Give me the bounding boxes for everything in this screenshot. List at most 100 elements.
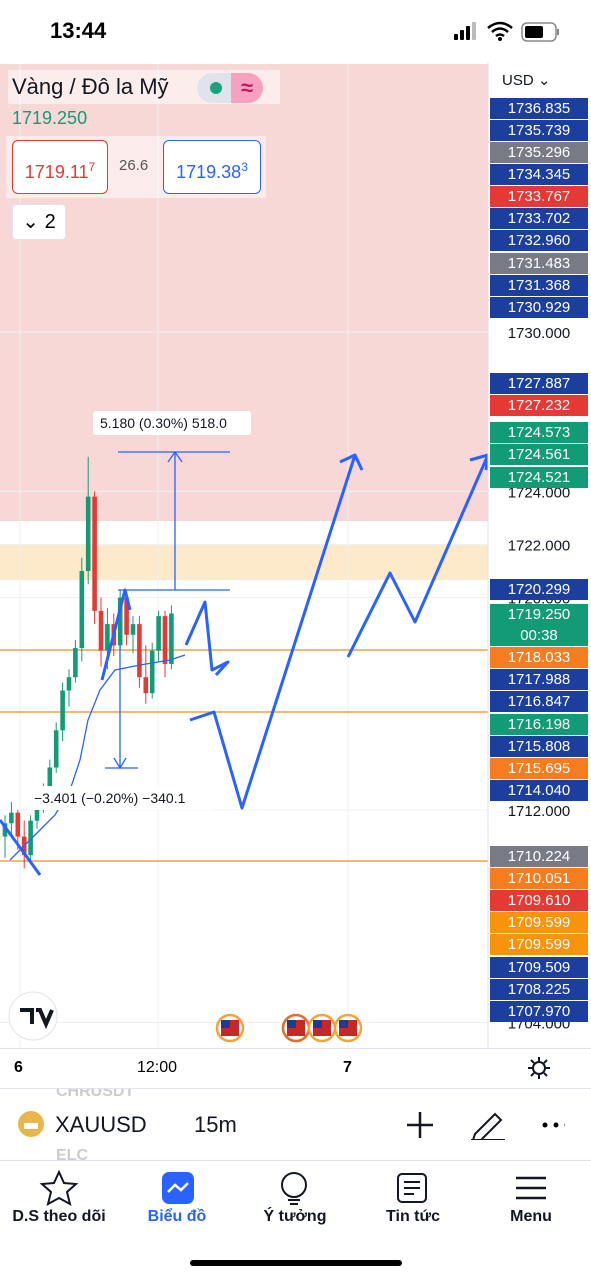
candle-body xyxy=(130,624,136,635)
collapse-button[interactable]: ⌄ 2 xyxy=(12,204,66,240)
nav-item[interactable]: Biểu đồ xyxy=(147,1208,207,1225)
time-axis xyxy=(0,1048,591,1089)
y-tick-label: 1712.000 xyxy=(508,803,571,820)
candle-body xyxy=(34,799,40,821)
event-icons[interactable] xyxy=(215,1013,363,1043)
faded-symbol: CHRUSDT xyxy=(56,1088,135,1100)
candle-body xyxy=(98,610,104,651)
candle-body xyxy=(28,820,33,856)
last-price: 1719.250 xyxy=(12,108,88,128)
price-marker: 1709.610 xyxy=(490,890,588,911)
price-marker: 1733.767 xyxy=(490,186,588,207)
status-icons xyxy=(454,21,559,42)
price-marker: 1710.224 xyxy=(490,846,588,867)
y-tick-label: 1724.000 xyxy=(508,484,571,501)
price-marker: 1727.887 xyxy=(490,373,588,394)
measure-label: −3.401 (−0.20%) −340.1 xyxy=(34,790,186,806)
ask-button[interactable]: 1719.383 xyxy=(163,140,261,194)
candle-body xyxy=(60,690,65,731)
toolbar: CHRUSDT ELC xyxy=(0,1088,591,1161)
faded-symbol: ELC xyxy=(56,1147,88,1161)
price-marker: 1714.040 xyxy=(490,780,588,801)
price-marker: 1727.232 xyxy=(490,395,588,416)
candle-body xyxy=(79,571,85,649)
interval[interactable]: 15m xyxy=(194,1112,237,1137)
toolbar-actions[interactable] xyxy=(405,1110,565,1140)
price-marker: 1730.929 xyxy=(490,297,588,318)
nav-item[interactable]: Ý tưởng xyxy=(263,1208,327,1225)
price-marker: 1709.599 xyxy=(490,934,588,955)
status-time: 13:44 xyxy=(50,18,107,43)
candle-body xyxy=(169,613,174,664)
price-marker: 1724.521 xyxy=(490,467,588,488)
price-marker: 1718.033 xyxy=(490,647,588,668)
candle-body xyxy=(117,597,123,646)
price-marker: 1736.835 xyxy=(490,98,588,119)
bid-button[interactable]: 1719.117 xyxy=(12,140,108,194)
nav-icons xyxy=(39,1169,546,1206)
collapsed-count: 2 xyxy=(44,211,56,233)
price-marker: 1733.702 xyxy=(490,208,588,229)
candle-body xyxy=(47,767,53,789)
price-marker: 1734.345 xyxy=(490,164,588,185)
price-marker: 1720.299 xyxy=(490,579,588,600)
candle-body xyxy=(9,812,14,824)
nav-item[interactable]: Menu xyxy=(510,1208,552,1225)
settings-icon[interactable] xyxy=(527,1056,551,1080)
candle-body xyxy=(85,496,91,572)
home-indicator xyxy=(190,1260,402,1266)
time-label: 7 xyxy=(343,1059,352,1076)
currency-select[interactable]: USD ⌄ xyxy=(502,72,551,89)
symbol[interactable]: XAUUSD xyxy=(55,1112,147,1137)
candle-body xyxy=(143,677,149,694)
ask-pip: 3 xyxy=(241,160,248,174)
y-tick-label: 1730.000 xyxy=(508,325,571,342)
nav-item[interactable]: Tin tức xyxy=(386,1208,440,1225)
current-price: 1719.250 xyxy=(507,606,571,623)
candle-body xyxy=(149,650,155,694)
price-marker: 1717.988 xyxy=(490,669,588,690)
symbol-name: Vàng / Đô la Mỹ xyxy=(12,74,169,99)
candle-body xyxy=(124,597,129,635)
candle-body xyxy=(105,624,110,651)
candle-body xyxy=(53,730,59,768)
price-marker: 1732.960 xyxy=(490,230,588,251)
currency: USD xyxy=(502,72,534,89)
spread: 26.6 xyxy=(119,157,149,174)
current-price-marker: 1719.250 00:38 xyxy=(490,604,588,646)
price-marker: 1724.561 xyxy=(490,444,588,465)
current-countdown: 00:38 xyxy=(520,627,558,644)
nav-item[interactable]: D.S theo dõi xyxy=(12,1208,106,1225)
price-marker: 1731.483 xyxy=(490,253,588,274)
y-tick-label: 1722.000 xyxy=(508,537,571,554)
price-marker: 1716.198 xyxy=(490,714,588,735)
candle-body xyxy=(2,823,8,837)
price-marker: 1710.051 xyxy=(490,868,588,889)
candle-body xyxy=(15,812,21,837)
time-label: 12:00 xyxy=(137,1059,178,1076)
price-marker: 1715.808 xyxy=(490,736,588,757)
price-marker: 1715.695 xyxy=(490,758,588,779)
nav-bar xyxy=(0,1160,591,1281)
candle-body xyxy=(162,616,168,664)
price-marker: 1731.368 xyxy=(490,275,588,296)
status-dot[interactable] xyxy=(197,73,231,103)
price-marker: 1707.970 xyxy=(490,1001,588,1022)
price-marker: 1735.296 xyxy=(490,142,588,163)
bid-pip: 7 xyxy=(88,160,96,174)
approx-icon[interactable]: ≈ xyxy=(231,73,263,103)
price-marker: 1724.573 xyxy=(490,422,588,443)
time-label: 6 xyxy=(14,1059,23,1076)
measure-label: 5.180 (0.30%) 518.0 xyxy=(100,415,227,431)
candle-body xyxy=(66,677,72,691)
price-marker: 1708.225 xyxy=(490,979,588,1000)
bid-price: 1719.11 xyxy=(24,162,89,182)
candle-body xyxy=(156,616,161,651)
candle-body xyxy=(137,624,142,678)
gold-icon xyxy=(18,1111,44,1137)
price-marker: 1716.847 xyxy=(490,691,588,712)
price-marker: 1735.739 xyxy=(490,120,588,141)
price-marker: 1709.599 xyxy=(490,912,588,933)
price-marker: 1709.509 xyxy=(490,957,588,978)
